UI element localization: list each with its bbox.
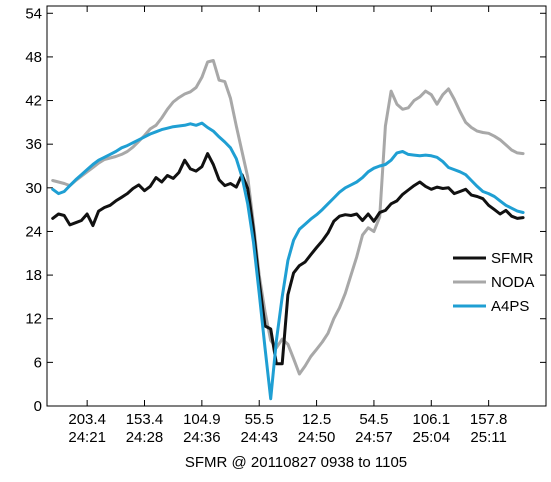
plot-frame (46, 5, 547, 407)
y-tick-label: 42 (25, 93, 42, 110)
x-tick-label-distance: 153.4 (126, 411, 164, 428)
y-tick-label: 12 (25, 311, 42, 328)
y-tick-label: 48 (25, 49, 42, 66)
legend-label-a4ps: A4PS (491, 298, 529, 315)
x-tick-label-time: 24:43 (240, 429, 278, 446)
y-tick-label: 30 (25, 180, 42, 197)
x-tick-label-distance: 203.4 (68, 411, 106, 428)
x-tick-label-distance: 12.5 (302, 411, 331, 428)
y-tick-label: 6 (34, 354, 42, 371)
legend-label-noda: NODA (491, 274, 534, 291)
legend: SFMR NODA A4PS (453, 250, 534, 315)
x-axis-title: SFMR @ 20110827 0938 to 1105 (185, 454, 407, 471)
x-tick-label-time: 24:36 (183, 429, 221, 446)
y-axis: 0 6 12 18 24 30 36 42 48 54 (25, 5, 546, 415)
series-line-a4ps (51, 121, 525, 401)
y-tick-label: 24 (25, 223, 42, 240)
x-tick-label-time: 24:50 (298, 429, 336, 446)
x-tick-label-distance: 106.1 (413, 411, 451, 428)
x-tick-label-time: 25:11 (470, 429, 506, 446)
legend-label-sfmr: SFMR (491, 250, 534, 267)
x-tick-label-distance: 104.9 (183, 411, 221, 428)
series-lines (51, 59, 525, 401)
x-tick-label-distance: 157.8 (470, 411, 508, 428)
y-tick-label: 36 (25, 136, 42, 153)
x-tick-label-time: 24:21 (68, 429, 106, 446)
x-tick-label-time: 24:28 (126, 429, 164, 446)
y-tick-label: 18 (25, 267, 42, 284)
series-line-sfmr (51, 152, 525, 366)
x-tick-label-distance: 55.5 (245, 411, 274, 428)
x-axis: 203.424:21 153.424:28 104.924:36 55.524:43 1… (68, 6, 507, 446)
x-tick-label-time: 25:04 (413, 429, 451, 446)
series-line-noda (51, 59, 525, 376)
y-tick-label: 54 (25, 5, 42, 22)
x-tick-label-distance: 54.5 (359, 411, 388, 428)
axes-box (46, 5, 547, 407)
y-tick-label: 0 (34, 398, 42, 415)
x-tick-label-time: 24:57 (355, 429, 393, 446)
